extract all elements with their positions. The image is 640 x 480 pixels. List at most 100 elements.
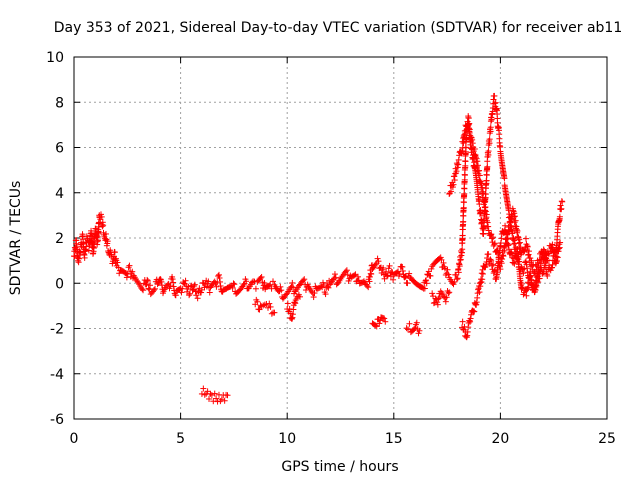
data-point xyxy=(375,258,382,265)
data-point xyxy=(483,177,490,184)
axis-layer: 0 5 10 15 20 25 -6 -4 -2 0 2 4 6 8 10 xyxy=(46,50,616,447)
data-point xyxy=(535,259,542,266)
data-point xyxy=(459,318,466,325)
data-point xyxy=(258,273,265,280)
data-point xyxy=(170,283,177,290)
data-point xyxy=(374,255,381,262)
data-point xyxy=(386,262,393,269)
data-point xyxy=(224,392,231,399)
data-point xyxy=(441,265,448,272)
data-point xyxy=(480,190,487,197)
data-point xyxy=(536,267,543,274)
data-point xyxy=(71,253,78,260)
data-point xyxy=(459,232,466,239)
data-point xyxy=(460,199,467,206)
data-point xyxy=(217,282,224,289)
data-point xyxy=(467,315,474,322)
data-point xyxy=(191,283,198,290)
data-point xyxy=(512,217,519,224)
data-point xyxy=(460,218,467,225)
data-point xyxy=(368,270,375,277)
data-point xyxy=(462,158,469,165)
data-point xyxy=(485,148,492,155)
data-point xyxy=(406,270,413,277)
data-point xyxy=(178,289,185,296)
data-point xyxy=(176,286,183,293)
data-point xyxy=(129,268,136,275)
data-point xyxy=(429,290,436,297)
data-point xyxy=(213,283,220,290)
data-point xyxy=(289,279,296,286)
data-point xyxy=(485,227,492,234)
data-point xyxy=(524,279,531,286)
data-point xyxy=(532,286,539,293)
data-point xyxy=(482,208,489,215)
data-point xyxy=(208,392,215,399)
data-point xyxy=(215,271,222,278)
data-point xyxy=(387,273,394,280)
series-main xyxy=(71,92,566,302)
data-point xyxy=(252,285,259,292)
data-point xyxy=(366,273,373,280)
data-point xyxy=(455,269,462,276)
data-point xyxy=(164,281,171,288)
series-dip xyxy=(459,222,564,341)
data-point xyxy=(286,305,293,312)
data-point xyxy=(216,274,223,281)
data-point xyxy=(468,311,475,318)
data-point xyxy=(440,293,447,300)
data-point xyxy=(438,256,445,263)
data-point xyxy=(511,210,518,217)
data-point xyxy=(205,278,212,285)
data-point xyxy=(311,290,318,297)
data-point xyxy=(406,320,413,327)
data-point xyxy=(428,265,435,272)
data-point xyxy=(182,277,189,284)
data-point xyxy=(194,295,201,302)
data-point xyxy=(211,390,218,397)
data-point xyxy=(520,270,527,277)
data-point xyxy=(412,325,419,332)
data-point xyxy=(123,274,130,281)
data-point xyxy=(413,319,420,326)
data-point xyxy=(308,288,315,295)
data-point xyxy=(382,318,389,325)
data-point xyxy=(479,270,486,277)
grid-layer xyxy=(74,57,607,419)
data-point xyxy=(380,264,387,271)
data-point xyxy=(229,284,236,291)
data-point xyxy=(526,273,533,280)
data-point xyxy=(459,138,466,145)
y-tick-label: -4 xyxy=(50,367,64,383)
data-point xyxy=(200,385,207,392)
data-point xyxy=(186,292,193,299)
data-point xyxy=(158,282,165,289)
data-point xyxy=(423,277,430,284)
data-point xyxy=(483,211,490,218)
data-point xyxy=(144,278,151,285)
data-point xyxy=(535,279,542,286)
y-tick-label: 0 xyxy=(55,276,64,292)
series-neg-segment-d xyxy=(403,319,423,337)
data-point xyxy=(169,276,176,283)
data-point xyxy=(372,322,379,329)
data-point xyxy=(416,327,423,334)
data-point xyxy=(201,391,208,398)
data-point xyxy=(98,213,105,220)
data-point xyxy=(91,240,98,247)
data-point xyxy=(435,295,442,302)
data-point xyxy=(301,276,308,283)
data-point xyxy=(404,280,411,287)
data-point xyxy=(271,309,278,316)
data-layer xyxy=(71,92,566,405)
data-point xyxy=(140,287,147,294)
data-point xyxy=(300,277,307,284)
data-point xyxy=(405,326,412,333)
data-point xyxy=(527,272,534,279)
data-point xyxy=(401,274,408,281)
data-point xyxy=(460,204,467,211)
y-tick-label: 6 xyxy=(55,141,64,157)
data-point xyxy=(516,239,523,246)
data-point xyxy=(511,260,518,267)
